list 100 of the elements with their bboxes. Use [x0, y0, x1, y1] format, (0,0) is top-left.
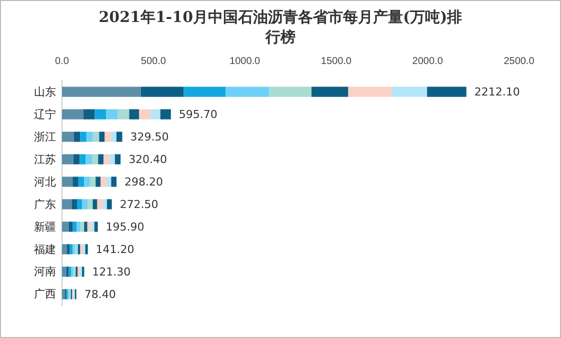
- bar: [114, 154, 121, 164]
- bar: [106, 109, 118, 120]
- y-tick-label: 山东: [34, 85, 56, 98]
- y-tick-label: 广西: [34, 288, 56, 301]
- bar: [140, 86, 184, 97]
- bar: [116, 132, 122, 142]
- x-tick-label: 500.0: [140, 56, 166, 67]
- bar: [427, 86, 466, 97]
- bar: [106, 199, 112, 210]
- bar: [111, 132, 116, 142]
- bar: [84, 176, 90, 187]
- bar: [86, 132, 93, 142]
- y-tick-label: 浙江: [34, 130, 56, 144]
- x-tick-label: 2000.0: [412, 56, 444, 67]
- bar: [91, 222, 94, 232]
- bar: [62, 132, 74, 142]
- bar: [88, 199, 93, 210]
- bar: [78, 266, 80, 277]
- bar: [226, 86, 270, 97]
- total-label: 195.90: [106, 220, 144, 234]
- bar: [92, 154, 98, 164]
- bar: [84, 222, 88, 232]
- bar: [85, 244, 88, 254]
- x-tick-label: 1500.0: [320, 56, 352, 67]
- bar: [86, 154, 92, 164]
- bar: [97, 199, 103, 210]
- bar: [62, 222, 69, 232]
- bar: [184, 86, 226, 97]
- total-label: 595.70: [178, 108, 218, 122]
- bar: [348, 86, 392, 97]
- chart-title: 2021年1-10月中国石油沥青各省市每月产量(万吨)排行榜: [98, 8, 462, 46]
- y-tick-label: 新疆: [34, 220, 56, 234]
- bar: [62, 154, 74, 164]
- bar: [73, 154, 80, 164]
- bar: [78, 244, 80, 254]
- total-label: 320.40: [128, 153, 168, 166]
- bar: [74, 132, 80, 142]
- bar: [70, 244, 72, 254]
- bar: [72, 199, 77, 210]
- bar: [80, 154, 86, 164]
- y-tick-label: 江苏: [34, 152, 56, 166]
- bar: [83, 109, 95, 120]
- y-tick-label: 河南: [34, 265, 56, 278]
- bar: [269, 86, 312, 97]
- bar: [62, 176, 73, 187]
- bar: [80, 222, 84, 232]
- bar: [129, 109, 140, 120]
- bar: [100, 176, 106, 187]
- y-tick-label: 广东: [34, 198, 56, 211]
- total-label: 2212.10: [474, 86, 520, 99]
- bar: [102, 199, 107, 210]
- bar: [62, 244, 68, 254]
- bar: [110, 154, 115, 164]
- bar: [99, 132, 105, 142]
- total-label: 141.20: [96, 243, 134, 256]
- bar: [72, 244, 76, 254]
- x-tick-label: 1000.0: [230, 56, 261, 67]
- x-tick-label: 0.0: [55, 56, 70, 67]
- bar: [139, 109, 151, 120]
- bar: [73, 266, 76, 277]
- x-tick-label: 2500.0: [504, 56, 535, 67]
- bar: [90, 176, 96, 187]
- bar: [72, 222, 77, 232]
- bar: [92, 199, 98, 210]
- bar: [82, 199, 88, 210]
- bar: [96, 176, 101, 187]
- total-label: 121.30: [92, 266, 131, 279]
- bar: [98, 154, 104, 164]
- bar: [67, 244, 70, 254]
- bar: [62, 86, 141, 97]
- bar: [160, 109, 171, 120]
- bar: [78, 176, 84, 187]
- y-tick-label: 辽宁: [34, 108, 56, 121]
- bar: [118, 109, 130, 120]
- bar: [150, 109, 160, 120]
- bar: [80, 244, 84, 254]
- bar: [62, 199, 72, 210]
- bar: [76, 199, 82, 210]
- total-label: 298.20: [124, 176, 164, 189]
- bar: [92, 132, 100, 142]
- bar: [94, 222, 98, 232]
- bar: [70, 266, 74, 277]
- bar: [392, 86, 428, 97]
- bar: [68, 222, 73, 232]
- bar: [87, 222, 92, 232]
- bar: [80, 132, 86, 142]
- bar: [76, 222, 80, 232]
- y-tick-label: 福建: [34, 242, 56, 256]
- y-tick-label: 河北: [34, 175, 56, 188]
- bar: [72, 176, 78, 187]
- bar: [111, 176, 117, 187]
- total-label: 329.50: [130, 130, 169, 144]
- total-label: 272.50: [120, 198, 158, 212]
- total-label: 78.40: [84, 288, 116, 302]
- bar: [312, 86, 348, 97]
- bar: [94, 109, 106, 120]
- bar: [62, 266, 66, 277]
- bar: [104, 132, 112, 142]
- bar: [106, 176, 112, 187]
- bar: [103, 154, 110, 164]
